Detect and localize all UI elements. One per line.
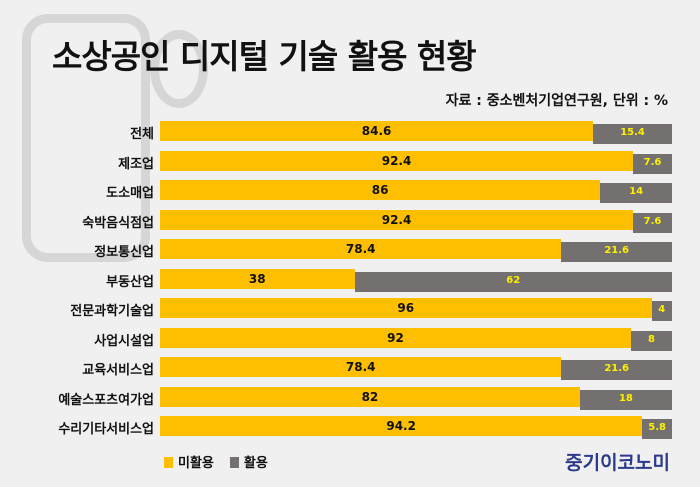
- data-label-used: 21.6: [604, 363, 630, 374]
- data-label-unused: 78.4: [345, 242, 376, 256]
- bar-used: [642, 419, 672, 439]
- data-label-used: 4: [658, 304, 666, 315]
- bar-used: [631, 330, 672, 351]
- bar-used: [633, 153, 672, 174]
- data-label-unused: 94.2: [386, 419, 416, 433]
- bar-used: [633, 212, 672, 233]
- bell-illustration: [150, 30, 208, 108]
- data-label-unused: 92.4: [381, 153, 412, 168]
- bar-used: [579, 389, 672, 410]
- bar-used: [561, 360, 672, 380]
- category-label: 도소매업: [106, 186, 154, 201]
- data-label-used: 7.6: [643, 215, 662, 227]
- data-label-unused: 92.4: [381, 212, 412, 227]
- bar-used: [600, 183, 672, 203]
- bar-unused: [160, 239, 562, 259]
- bar-unused: [160, 121, 594, 141]
- bar-unused: [160, 357, 562, 377]
- data-label-unused: 82: [361, 389, 379, 404]
- category-label: 수리기타서비스업: [58, 422, 154, 437]
- category-label: 숙박음식점업: [82, 215, 154, 231]
- bar-unused: [160, 416, 643, 436]
- category-label: 전체: [130, 127, 154, 142]
- data-label-unused: 38: [248, 271, 266, 286]
- bar-unused: [160, 180, 601, 200]
- data-label-used: 7.6: [643, 156, 662, 168]
- brand-logo: 중기이코노미: [565, 452, 670, 474]
- legend-swatch-unused: [164, 457, 173, 468]
- category-label: 교육서비스업: [82, 363, 154, 378]
- legend-label-unused: 미활용: [178, 456, 214, 471]
- bar-used: [354, 271, 672, 292]
- chart-title: 소상공인 디지털 기술 활용 현황: [52, 37, 477, 76]
- data-label-used: 21.6: [604, 245, 630, 256]
- data-label-unused: 96: [397, 301, 415, 315]
- legend-swatch-used: [229, 457, 239, 468]
- bar-used: [593, 124, 672, 144]
- data-label-used: 8: [648, 333, 655, 345]
- data-label-used: 18: [618, 392, 633, 404]
- bar-unused: [160, 268, 355, 289]
- bar-used: [561, 242, 672, 262]
- bar-unused: [160, 209, 634, 230]
- category-label: 정보통신업: [94, 245, 154, 260]
- category-label: 제조업: [118, 156, 154, 172]
- data-label-used: 62: [506, 274, 521, 286]
- data-label-unused: 84.6: [361, 124, 392, 138]
- category-label: 전문과학기술업: [70, 304, 154, 319]
- legend-label-used: 활용: [243, 456, 268, 471]
- data-label-used: 5.8: [648, 422, 666, 433]
- data-label-unused: 78.4: [345, 360, 376, 374]
- source-note: 자료 : 중소벤처기업연구원, 단위 : %: [445, 93, 668, 109]
- data-label-unused: 92: [387, 330, 404, 345]
- bar-unused: [160, 386, 580, 407]
- bar-unused: [160, 150, 634, 171]
- category-label: 부동산업: [106, 274, 154, 290]
- category-label: 예술스포츠여가업: [58, 392, 154, 408]
- data-label-unused: 86: [371, 183, 389, 197]
- data-label-used: 14: [629, 186, 644, 197]
- category-label: 사업시설업: [94, 333, 154, 349]
- bar-used: [651, 301, 672, 321]
- legend-item-used: 활용: [229, 452, 268, 471]
- bar-unused: [160, 298, 652, 318]
- legend-item-unused: 미활용: [164, 452, 214, 471]
- legend: 미활용 활용: [164, 452, 268, 471]
- bar-unused: [160, 327, 632, 348]
- phone-illustration: [22, 14, 150, 262]
- data-label-used: 15.4: [620, 127, 645, 138]
